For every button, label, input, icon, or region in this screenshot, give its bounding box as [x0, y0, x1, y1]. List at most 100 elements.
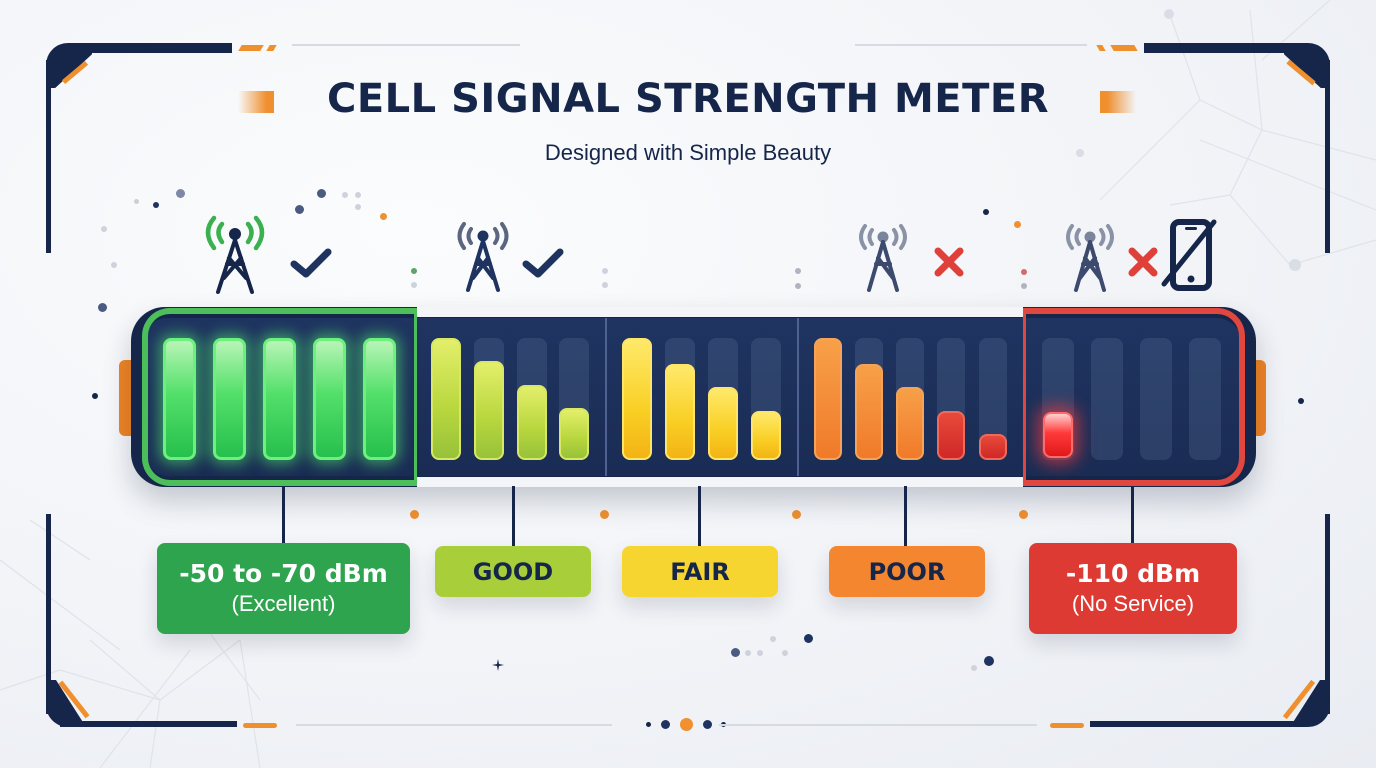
signal-bar-poor — [979, 434, 1007, 460]
decor-dot — [111, 262, 117, 268]
label-good: GOOD — [435, 546, 591, 597]
decor-dot — [98, 303, 107, 312]
decor-dot — [134, 199, 139, 204]
decor-dot — [355, 204, 361, 210]
label-excellent-range: -50 to -70 dBm — [179, 558, 388, 588]
frame-br-dash — [1050, 723, 1084, 728]
decor-dot — [1021, 283, 1027, 289]
label-fair-text: FAIR — [670, 557, 730, 586]
signal-bar-poor — [855, 364, 883, 460]
pagination-dot — [703, 720, 712, 729]
page-subtitle: Designed with Simple Beauty — [544, 140, 832, 165]
pagination-dot — [646, 722, 651, 727]
label-fair: FAIR — [622, 546, 778, 597]
decor-dot — [1021, 269, 1027, 275]
no-service-segment-outline — [1023, 308, 1245, 486]
signal-bar-slot — [1189, 338, 1221, 460]
decor-dot — [1014, 221, 1021, 228]
decor-dot — [770, 636, 776, 642]
signal-bar-poor — [937, 411, 965, 460]
decor-dot — [1298, 398, 1304, 404]
frame-bottom-left — [60, 721, 237, 727]
signal-bar-good — [517, 385, 547, 460]
decor-dot — [971, 665, 977, 671]
frame-right-bottom — [1325, 514, 1330, 714]
connector-excellent — [282, 486, 285, 544]
signal-bar-no-service — [1043, 412, 1073, 458]
signal-bar-excellent — [213, 338, 246, 460]
frame-top-left — [60, 43, 232, 53]
signal-bar-good — [431, 338, 461, 460]
page-title: CELL SIGNAL STRENGTH METER — [326, 76, 1049, 122]
title-accent-right — [1100, 91, 1136, 113]
decor-dot — [795, 283, 801, 289]
cell-tower-gray-icon — [1066, 224, 1114, 292]
decor-dot — [410, 510, 419, 519]
signal-bar-good — [474, 361, 504, 460]
meter-top-highlight — [417, 307, 1023, 317]
connector-good — [512, 486, 515, 546]
signal-bar-fair — [708, 387, 738, 460]
frame-right-top — [1325, 60, 1330, 253]
frame-top-gray-left — [292, 44, 520, 46]
segment-divider — [605, 318, 607, 476]
label-poor-text: POOR — [868, 557, 946, 586]
sparkle-icon — [492, 659, 504, 671]
decor-dot — [731, 648, 740, 657]
decor-dot — [745, 650, 751, 656]
label-excellent: -50 to -70 dBm (Excellent) — [157, 543, 410, 634]
signal-bar-excellent — [313, 338, 346, 460]
excellent-segment-outline — [142, 308, 417, 486]
connector-no-service — [1131, 486, 1134, 544]
meter-bottom-highlight — [417, 477, 1023, 487]
x-mark-icon — [1128, 247, 1158, 277]
label-no-service-range: -110 dBm — [1065, 558, 1201, 588]
signal-bar-slot — [1140, 338, 1172, 460]
decor-dot — [411, 268, 417, 274]
signal-bar-poor — [896, 387, 924, 460]
decor-dot — [317, 189, 326, 198]
checkmark-icon — [290, 248, 332, 278]
decor-dot — [983, 209, 989, 215]
decor-dot — [984, 656, 994, 666]
decor-dot — [792, 510, 801, 519]
signal-bar-good — [559, 408, 589, 460]
decor-dot — [757, 650, 763, 656]
signal-bar-fair — [751, 411, 781, 460]
frame-top-gray-right — [855, 44, 1087, 46]
frame-left-bottom — [46, 514, 51, 714]
frame-bottom-gray-right — [719, 724, 1037, 726]
signal-bar-fair — [665, 364, 695, 460]
label-no-service-status: (No Service) — [1071, 590, 1195, 616]
decor-dot — [795, 268, 801, 274]
label-poor: POOR — [829, 546, 985, 597]
decor-dot — [355, 192, 361, 198]
decor-dot — [602, 268, 608, 274]
signal-bar-excellent — [263, 338, 296, 460]
frame-bottom-right — [1090, 721, 1300, 727]
signal-bar-fair — [622, 338, 652, 460]
connector-fair — [698, 486, 701, 546]
decor-dot — [411, 282, 417, 288]
frame-top-right — [1144, 43, 1316, 53]
frame-left-top — [46, 60, 51, 253]
title-accent-left — [238, 91, 274, 113]
label-excellent-status: (Excellent) — [231, 590, 336, 616]
cell-tower-green-waves-icon — [205, 215, 265, 294]
frame-tr-dash-2 — [1110, 45, 1138, 51]
frame-bottom-gray-left — [296, 724, 612, 726]
meter-right-nub — [1254, 360, 1266, 436]
decor-dot — [101, 226, 107, 232]
connector-poor — [904, 486, 907, 546]
signal-bar-excellent — [363, 338, 396, 460]
meter-left-nub — [119, 360, 131, 436]
label-good-text: GOOD — [472, 557, 554, 586]
pagination-dot-active — [680, 718, 693, 731]
checkmark-icon — [522, 248, 564, 278]
label-no-service: -110 dBm (No Service) — [1029, 543, 1237, 634]
decor-dot — [782, 650, 788, 656]
decor-dot — [176, 189, 185, 198]
decor-dot — [380, 213, 387, 220]
x-mark-icon — [934, 247, 964, 277]
